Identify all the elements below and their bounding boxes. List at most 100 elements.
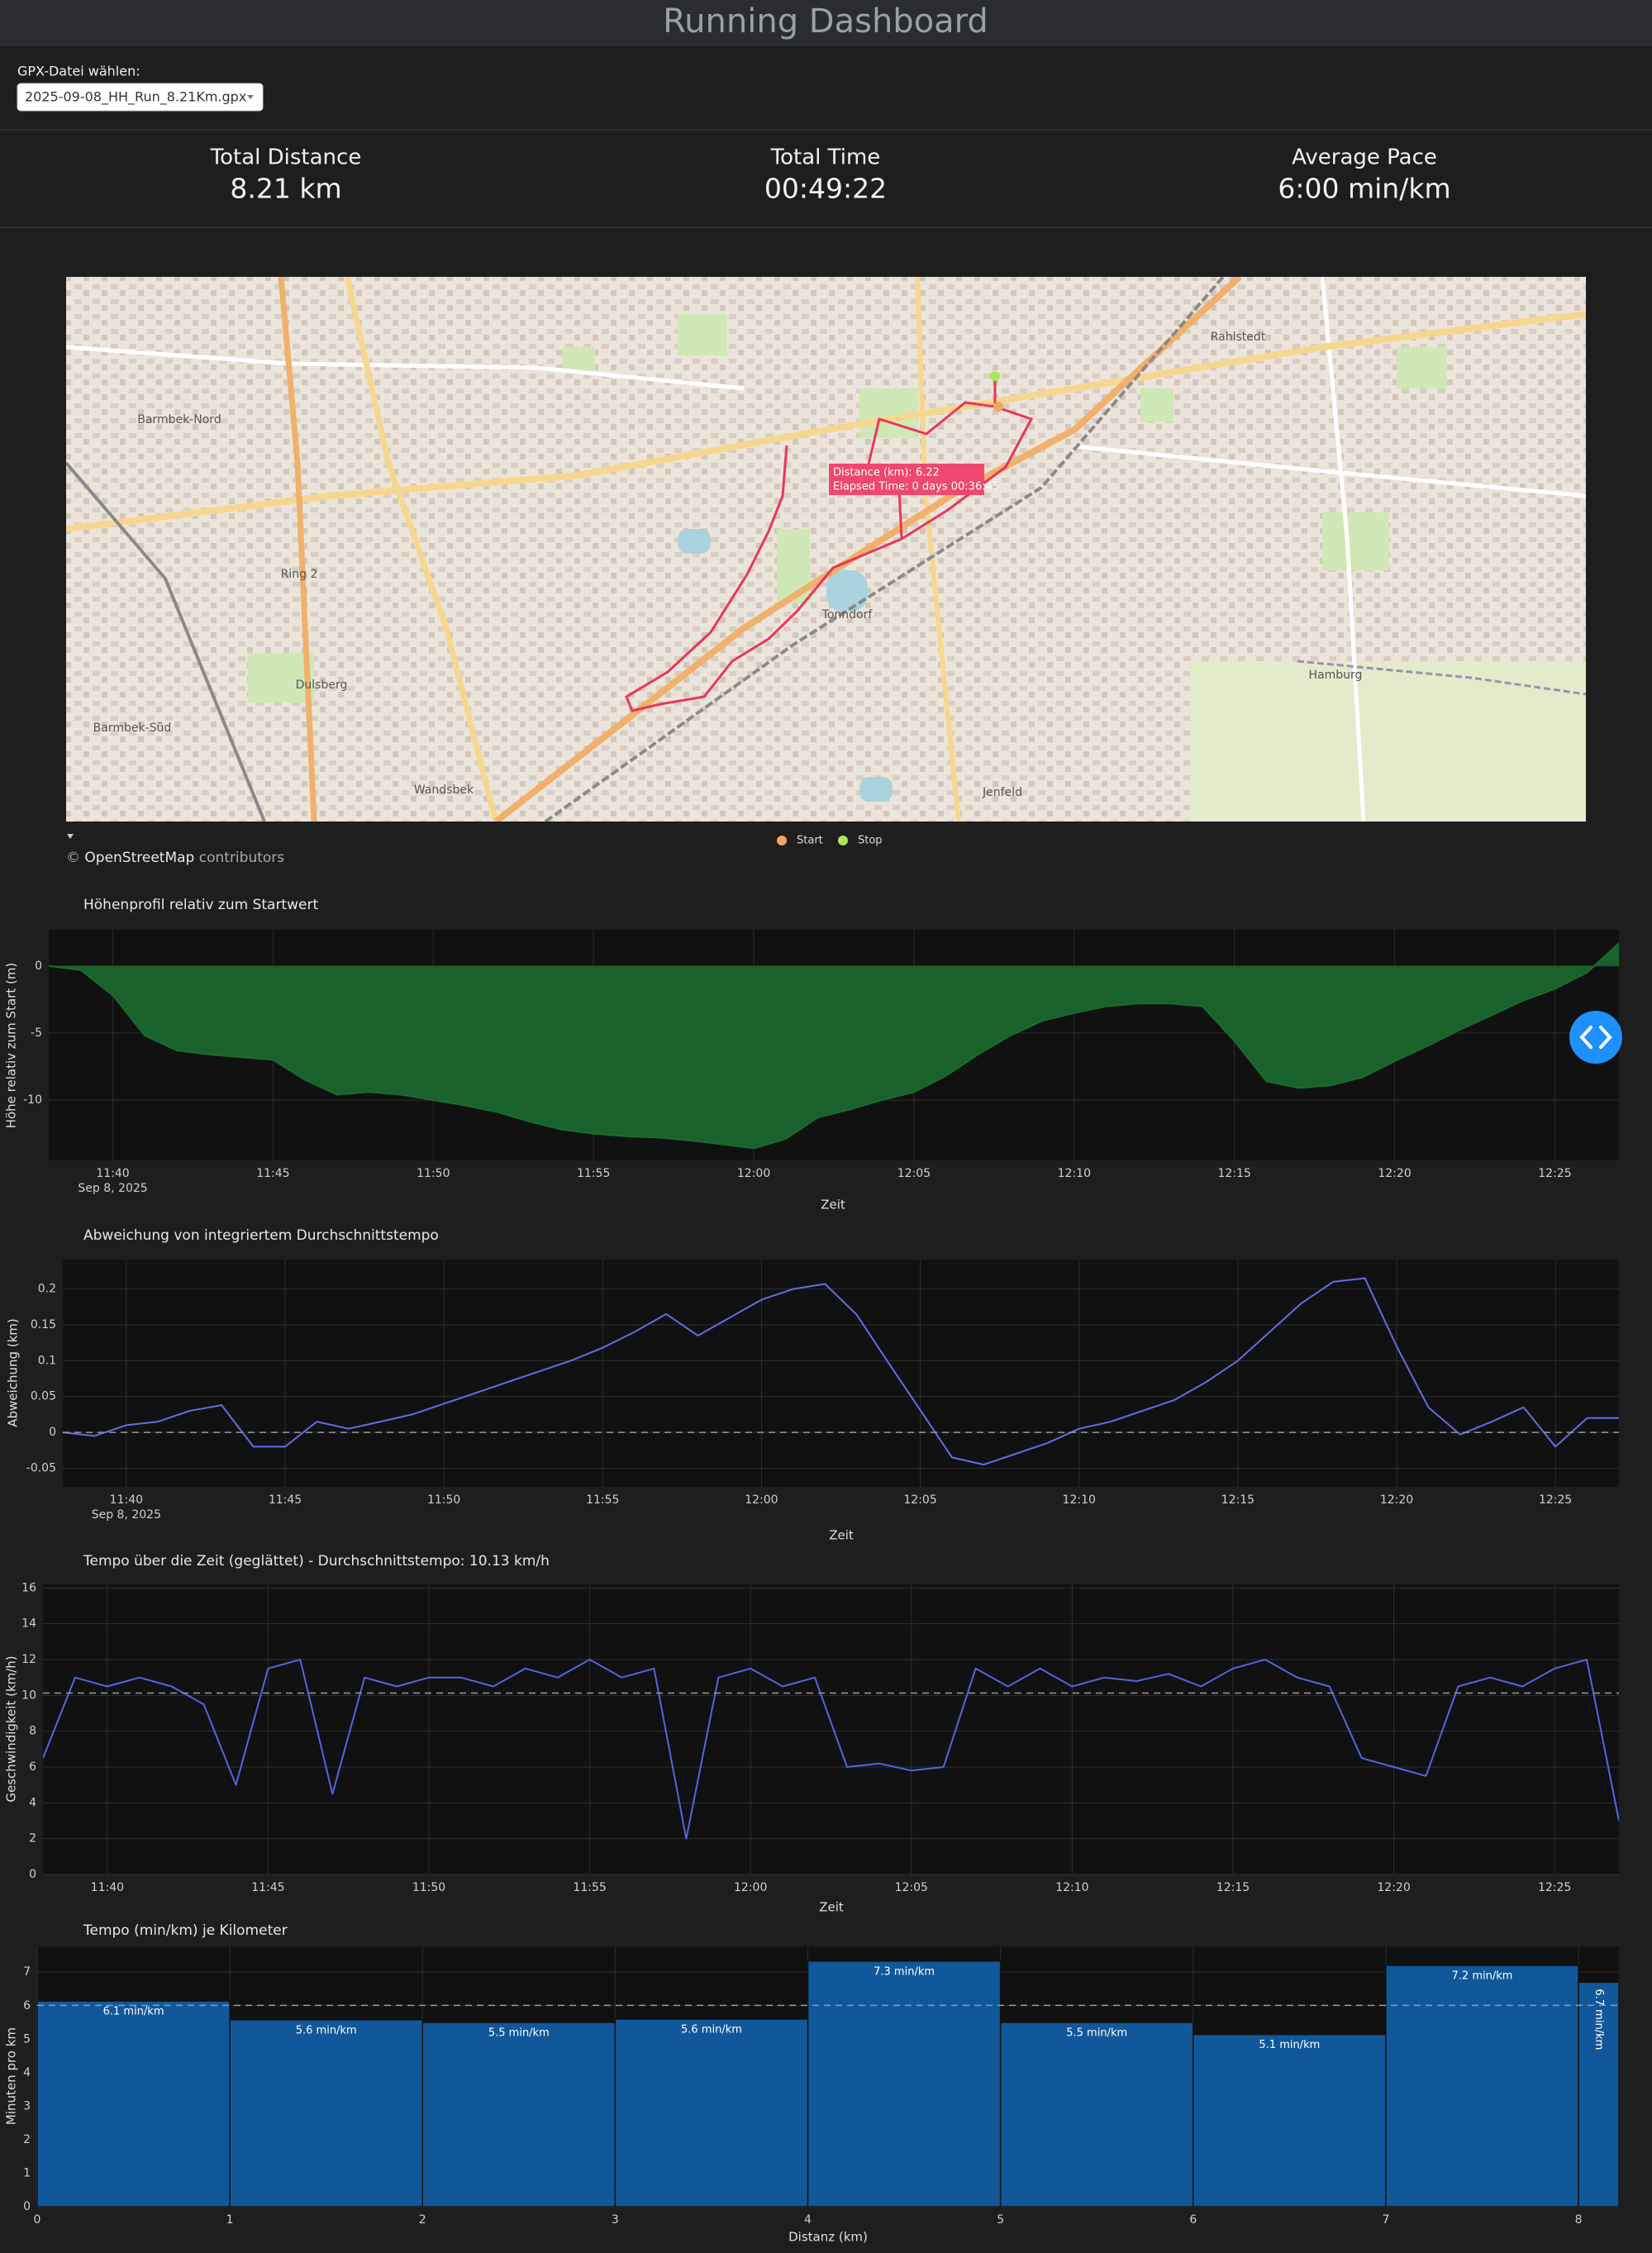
- road: [344, 277, 499, 822]
- place-label: Wandsbek: [414, 784, 474, 797]
- y-tick-label: 7: [23, 1965, 31, 1979]
- place-label: Tonndorf: [821, 608, 874, 622]
- x-date-label: Sep 8, 2025: [78, 1182, 147, 1195]
- y-tick-label: 6: [29, 1760, 36, 1774]
- y-tick-label: 0.15: [31, 1318, 56, 1331]
- x-tick-label: 12:10: [1055, 1881, 1088, 1894]
- area-fill: [49, 943, 1619, 1149]
- railway: [544, 277, 1225, 822]
- bar: [999, 2022, 1194, 2207]
- y-tick-label: 0.2: [38, 1283, 56, 1296]
- y-tick-label: 0.1: [38, 1354, 56, 1367]
- x-tick-label: 11:45: [251, 1881, 284, 1894]
- road: [915, 277, 961, 822]
- y-tick-label: 6: [23, 1999, 31, 2012]
- data-line: [63, 1277, 1619, 1466]
- y-tick-label: -10: [23, 1093, 42, 1107]
- bar: [807, 1960, 1002, 2207]
- x-tick-label: 7: [1382, 2213, 1389, 2227]
- x-tick-label: 12:20: [1377, 1881, 1410, 1894]
- x-tick-label: 1: [226, 2213, 234, 2227]
- legend-marker: [838, 836, 848, 845]
- scroll-button[interactable]: [1569, 1011, 1622, 1064]
- x-tick-label: 12:05: [903, 1493, 936, 1507]
- y-tick-label: 12: [21, 1653, 36, 1666]
- x-date-label: Sep 8, 2025: [92, 1508, 161, 1522]
- dropdown-box[interactable]: [17, 83, 264, 112]
- water: [678, 529, 711, 554]
- attribution-suffix: contributors: [199, 850, 285, 866]
- dropdown-caret[interactable]: [247, 95, 254, 99]
- park: [1322, 512, 1388, 570]
- road: [66, 311, 1586, 532]
- start-marker[interactable]: [993, 402, 1003, 412]
- x-tick-label: 5: [997, 2213, 1004, 2227]
- x-tick-label: 12:05: [895, 1881, 928, 1894]
- road: [278, 277, 317, 822]
- route: [864, 376, 1034, 541]
- y-tick-label: 0: [49, 1426, 56, 1439]
- y-tick-label: 0: [29, 1868, 36, 1881]
- file-dropdown[interactable]: 2025-09-08_HH_Run_8.21Km.gpx: [17, 83, 264, 112]
- water: [859, 777, 893, 802]
- x-axis-label: Zeit: [819, 1900, 844, 1915]
- attribution-link[interactable]: OpenStreetMap: [84, 850, 194, 866]
- x-tick-label: 11:55: [577, 1167, 610, 1180]
- y-tick-label: 8: [29, 1725, 36, 1738]
- road: [1320, 277, 1366, 822]
- page-title: Running Dashboard: [663, 2, 988, 40]
- x-tick-label: 11:55: [586, 1493, 619, 1507]
- map[interactable]: Barmbek-Nord Dulsberg Barmbek-Süd Wandsbek T…: [66, 277, 1587, 822]
- park: [562, 347, 595, 372]
- bar: [421, 2022, 617, 2207]
- x-tick-label: 11:45: [269, 1493, 302, 1507]
- x-tick-label: 12:10: [1063, 1493, 1096, 1507]
- legend-label[interactable]: Stop: [858, 835, 883, 847]
- y-tick-label: -0.05: [26, 1461, 56, 1474]
- map-attribution: © OpenStreetMap contributors: [66, 850, 284, 866]
- map-roads: [66, 277, 1586, 822]
- y-tick-label: 1: [23, 2166, 31, 2179]
- scroll-button-icon[interactable]: [1579, 1026, 1612, 1049]
- tooltip-line: Elapsed Time: 0 days 00:36:45: [833, 481, 999, 493]
- stat-label: Total Distance: [210, 145, 362, 170]
- y-tick-label: 4: [29, 1796, 36, 1809]
- x-axis-label: Distanz (km): [788, 2230, 868, 2245]
- plot-marks: [63, 1277, 1619, 1466]
- y-axis-label: Minuten pro km: [4, 2027, 19, 2125]
- map-green: [248, 314, 1586, 822]
- y-tick-label: 0.05: [31, 1390, 56, 1403]
- scroll-button-circle[interactable]: [1569, 1011, 1622, 1064]
- y-tick-label: 0: [35, 960, 42, 973]
- data-line: [43, 1659, 1619, 1840]
- bar-label: 7.3 min/km: [874, 1965, 935, 1978]
- stat-label: Total Time: [770, 145, 881, 170]
- stop-marker[interactable]: [990, 371, 1000, 381]
- x-tick-label: 6: [1189, 2213, 1197, 2227]
- x-tick-label: 2: [419, 2213, 426, 2227]
- y-tick-label: 10: [21, 1689, 36, 1702]
- y-tick-label: -5: [31, 1026, 42, 1040]
- plot-area: [63, 1260, 1619, 1487]
- x-tick-label: 11:40: [110, 1493, 143, 1507]
- x-tick-label: 12:20: [1380, 1493, 1413, 1507]
- bar-label: 5.6 min/km: [681, 2023, 742, 2036]
- bar-label: 7.2 min/km: [1452, 1970, 1513, 1983]
- x-tick-label: 11:45: [256, 1167, 289, 1180]
- x-tick-label: 11:55: [573, 1881, 606, 1894]
- header-bar: [0, 0, 1652, 46]
- place-label: Barmbek-Süd: [93, 722, 172, 735]
- place-label: Rahlstedt: [1211, 331, 1266, 344]
- y-axis-label: Abweichung (km): [6, 1318, 21, 1427]
- y-tick-label: 5: [23, 2032, 31, 2046]
- y-tick-label: 2: [29, 1832, 36, 1846]
- stat-value: 00:49:22: [764, 173, 887, 205]
- y-tick-label: 0: [23, 2200, 31, 2213]
- area-line: [49, 942, 1619, 1150]
- legend-label[interactable]: Start: [797, 835, 823, 847]
- bar-label: 5.1 min/km: [1259, 2039, 1320, 2051]
- x-tick-label: 12:25: [1538, 1167, 1571, 1180]
- map-tooltip: [829, 464, 984, 495]
- dropdown-value[interactable]: 2025-09-08_HH_Run_8.21Km.gpx: [25, 89, 246, 106]
- map-toggle[interactable]: [67, 834, 74, 839]
